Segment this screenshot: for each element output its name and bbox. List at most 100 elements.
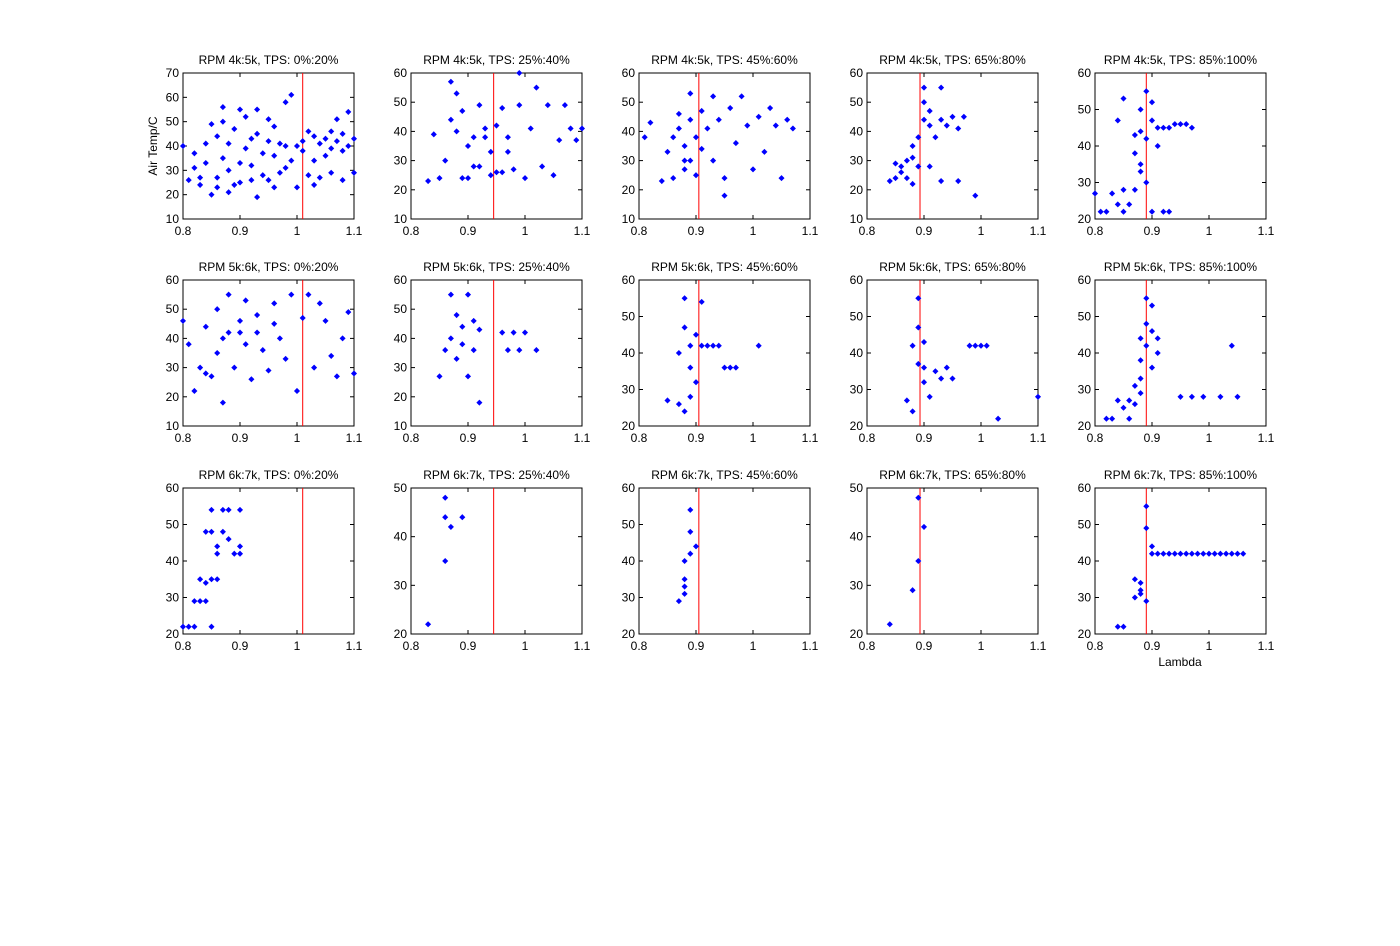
data-point (1034, 393, 1042, 400)
y-tick-label: 60 (1078, 66, 1092, 80)
x-tick-label: 1 (978, 431, 985, 445)
data-point (322, 152, 329, 159)
data-point (1126, 201, 1133, 208)
data-point (299, 314, 306, 321)
data-point (470, 134, 477, 141)
data-point (1217, 550, 1224, 557)
y-tick-label: 10 (394, 419, 408, 433)
data-point (692, 543, 700, 550)
data-point (675, 401, 682, 408)
data-point (1154, 349, 1161, 357)
data-point (521, 329, 529, 336)
data-point (1137, 161, 1144, 168)
y-axis-label: Air Temp/C (146, 116, 160, 175)
data-point (185, 623, 192, 630)
data-point (219, 399, 226, 406)
data-point (698, 107, 705, 114)
subplot: RPM 4k:5k, TPS: 0%:20% 0.8 0.9 1 1.1 10 20 30 40… (166, 53, 363, 238)
data-point (442, 347, 449, 354)
data-point (333, 116, 340, 123)
data-point (903, 397, 910, 404)
data-point (1154, 550, 1161, 557)
x-tick-label: 0.9 (460, 224, 477, 238)
data-point (516, 102, 523, 109)
data-point (909, 408, 916, 415)
y-tick-label: 40 (394, 124, 408, 138)
y-tick-label: 20 (1078, 212, 1092, 226)
data-point (191, 387, 198, 394)
data-point (276, 169, 283, 176)
x-tick-label: 0.9 (1144, 431, 1161, 445)
data-point (698, 145, 705, 152)
data-point (1114, 117, 1121, 124)
x-tick-label: 1.1 (1258, 639, 1275, 653)
data-point (670, 175, 677, 182)
data-point (892, 160, 899, 167)
y-tick-label: 30 (622, 383, 636, 397)
data-point (447, 291, 454, 298)
data-point (641, 134, 648, 141)
data-point (755, 113, 762, 120)
x-tick-label: 1.1 (346, 431, 363, 445)
data-point (214, 133, 221, 140)
subplot: RPM 4k:5k, TPS: 25%:40% 0.8 0.9 1 1.1 10 20 30 4… (394, 53, 591, 238)
data-point (789, 125, 796, 132)
data-point (1137, 106, 1144, 113)
x-tick-label: 0.8 (631, 224, 648, 238)
data-point (1154, 335, 1161, 342)
data-point (1177, 121, 1184, 128)
data-point (556, 137, 563, 144)
data-point (504, 347, 511, 354)
data-point (675, 349, 682, 357)
y-tick-label: 20 (1078, 419, 1092, 433)
data-point (208, 373, 215, 380)
data-point (1240, 550, 1247, 557)
data-point (339, 177, 346, 184)
data-point (197, 598, 204, 605)
data-point (339, 335, 346, 342)
data-point (1148, 364, 1156, 371)
y-tick-label: 10 (166, 419, 180, 433)
data-point (436, 373, 443, 380)
data-point (1131, 576, 1138, 583)
data-point (744, 122, 751, 129)
data-point (305, 172, 312, 179)
data-point (1160, 550, 1167, 557)
data-point (1148, 99, 1156, 106)
data-point (710, 93, 717, 100)
data-point (225, 167, 232, 174)
data-point (282, 164, 289, 171)
data-point (692, 379, 700, 386)
y-tick-label: 50 (622, 310, 636, 324)
data-point (955, 125, 962, 132)
x-tick-label: 0.9 (688, 639, 705, 653)
y-tick-label: 30 (850, 578, 864, 592)
data-point (476, 399, 483, 406)
data-point (920, 99, 928, 106)
data-point (687, 550, 694, 557)
x-tick-label: 1.1 (802, 431, 819, 445)
data-point (1148, 208, 1156, 215)
data-point (687, 116, 694, 123)
data-point (767, 105, 774, 112)
x-tick-label: 0.8 (631, 639, 648, 653)
data-point (197, 181, 204, 188)
data-point (1109, 190, 1116, 197)
y-tick-label: 40 (1078, 139, 1092, 153)
data-point (202, 323, 209, 330)
axes-box (182, 279, 355, 427)
data-point (236, 160, 244, 167)
data-point (938, 178, 945, 185)
data-point (1143, 179, 1150, 186)
data-point (236, 550, 244, 557)
data-point (784, 116, 791, 123)
subplot-grid: RPM 4k:5k, TPS: 0%:20% 0.8 0.9 1 1.1 10 20 30 40… (166, 53, 1275, 653)
data-point (208, 623, 215, 630)
data-point (447, 78, 454, 85)
data-point (236, 317, 244, 324)
data-point (504, 148, 511, 155)
x-tick-label: 1.1 (574, 639, 591, 653)
y-tick-label: 20 (622, 627, 636, 641)
y-tick-label: 40 (850, 346, 864, 360)
data-point (510, 329, 517, 336)
